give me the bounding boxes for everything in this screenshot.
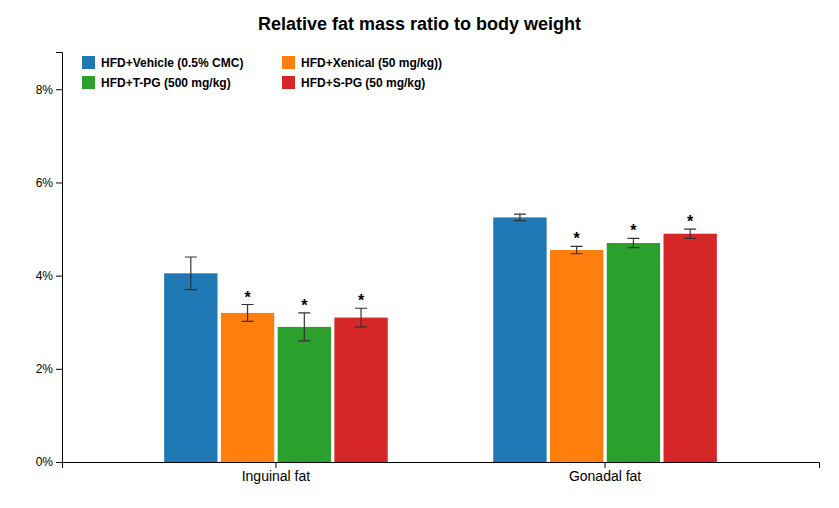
x-axis: Inguinal fat Gonadal fat <box>63 462 820 484</box>
bar <box>164 273 217 462</box>
title: Relative fat mass ratio to body weight <box>258 14 581 34</box>
y-tick: 0% <box>36 455 62 469</box>
error-bar <box>571 246 583 253</box>
plot: 0% 2% 4% 6% 8% Inguinal fat Gonadal fat * * * * * * H… <box>36 53 820 484</box>
significance-marker: * <box>687 213 694 230</box>
error-bar <box>242 305 254 322</box>
x-tick-label: Inguinal fat <box>242 468 311 484</box>
y-tick-mark <box>56 276 62 277</box>
significance-marker: * <box>574 230 581 247</box>
legend-label: HFD+Xenical (50 mg/kg)) <box>301 56 442 70</box>
y-tick: 8% <box>36 83 62 97</box>
legend-swatch <box>82 76 95 89</box>
y-tick-label: 0% <box>36 455 54 469</box>
bar <box>550 250 603 462</box>
significance-marker: * <box>630 222 637 239</box>
bar <box>334 318 387 462</box>
bar <box>493 217 546 462</box>
bar <box>664 234 717 462</box>
legend-swatch <box>82 56 95 69</box>
chart: Relative fat mass ratio to body weight 0%… <box>0 0 839 508</box>
error-bar <box>355 308 367 327</box>
y-tick-label: 6% <box>36 176 54 190</box>
x-axis-line <box>63 463 820 469</box>
x-tick: Inguinal fat <box>242 462 311 484</box>
legend-item: HFD+Vehicle (0.5% CMC) <box>82 56 243 70</box>
y-tick-label: 2% <box>36 362 54 376</box>
y-axis-line <box>56 53 63 463</box>
y-axis: 0% 2% 4% 6% 8% <box>36 53 63 470</box>
x-tick: Gonadal fat <box>569 462 641 484</box>
y-tick-mark <box>56 89 62 90</box>
error-bar <box>684 229 696 238</box>
y-tick: 6% <box>36 176 62 190</box>
error-bar <box>627 238 639 247</box>
error-bar <box>514 214 526 221</box>
significance-marker: * <box>244 289 251 306</box>
legend-swatch <box>282 76 295 89</box>
legend: HFD+Vehicle (0.5% CMC) HFD+Xenical (50 mg… <box>82 56 442 90</box>
error-bar <box>298 313 310 341</box>
legend-swatch <box>282 56 295 69</box>
legend-label: HFD+T-PG (500 mg/kg) <box>101 76 231 90</box>
y-tick: 4% <box>36 269 62 283</box>
error-bar <box>185 257 197 290</box>
y-tick-label: 8% <box>36 83 54 97</box>
bar <box>221 313 274 462</box>
bar <box>607 243 660 462</box>
x-tick-label: Gonadal fat <box>569 468 641 484</box>
y-tick: 2% <box>36 362 62 376</box>
y-tick-mark <box>56 462 62 463</box>
y-tick-label: 4% <box>36 269 54 283</box>
legend-item: HFD+T-PG (500 mg/kg) <box>82 76 231 90</box>
y-tick-mark <box>56 182 62 183</box>
legend-label: HFD+S-PG (50 mg/kg) <box>301 76 425 90</box>
legend-label: HFD+Vehicle (0.5% CMC) <box>101 56 243 70</box>
legend-item: HFD+Xenical (50 mg/kg)) <box>282 56 442 70</box>
significance-marker: * <box>358 292 365 309</box>
bars <box>164 214 717 462</box>
annotations: * * * * * * <box>244 213 694 314</box>
bar <box>278 327 331 462</box>
significance-marker: * <box>301 297 308 314</box>
legend-item: HFD+S-PG (50 mg/kg) <box>282 76 425 90</box>
y-tick-mark <box>56 369 62 370</box>
